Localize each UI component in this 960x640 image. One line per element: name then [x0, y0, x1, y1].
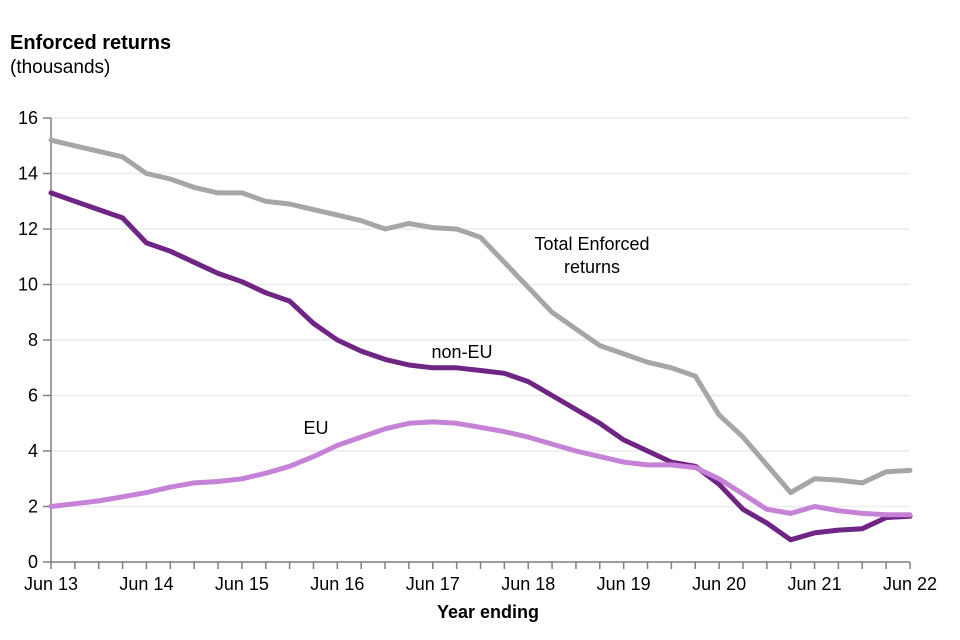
- x-tick-label: Jun 21: [788, 574, 842, 594]
- y-tick-label: 12: [18, 219, 38, 239]
- series-label-non-eu: non-EU: [431, 342, 493, 362]
- x-tick-label: Jun 14: [119, 574, 173, 594]
- x-tick-label: Jun 18: [501, 574, 555, 594]
- y-tick-label: 2: [28, 497, 38, 517]
- x-tick-label: Jun 22: [883, 574, 937, 594]
- y-tick-label: 8: [28, 330, 38, 350]
- x-tick-label: Jun 13: [24, 574, 78, 594]
- series-label-total: Total Enforced returns: [492, 233, 692, 279]
- y-tick-label: 10: [18, 275, 38, 295]
- x-tick-label: Jun 15: [215, 574, 269, 594]
- x-tick-label: Jun 16: [310, 574, 364, 594]
- y-tick-label: 16: [18, 108, 38, 128]
- series-label-total-line2: returns: [563, 257, 621, 277]
- series-label-total-line1: Total Enforced: [534, 234, 650, 254]
- x-tick-label: Jun 19: [597, 574, 651, 594]
- x-tick-label: Jun 20: [692, 574, 746, 594]
- chart-subtitle: (thousands): [10, 57, 111, 78]
- x-tick-label: Jun 17: [406, 574, 460, 594]
- series-label-eu: EU: [303, 418, 329, 438]
- series-line-total: [48, 137, 913, 496]
- y-tick-label: 0: [28, 552, 38, 572]
- y-tick-label: 4: [28, 441, 38, 461]
- series-line-eu: [48, 419, 913, 518]
- y-tick-label: 14: [18, 164, 38, 184]
- series-line-non-eu: [48, 190, 913, 543]
- x-axis-title: Year ending: [437, 602, 539, 622]
- chart-title: Enforced returns: [10, 32, 172, 54]
- y-tick-label: 6: [28, 386, 38, 406]
